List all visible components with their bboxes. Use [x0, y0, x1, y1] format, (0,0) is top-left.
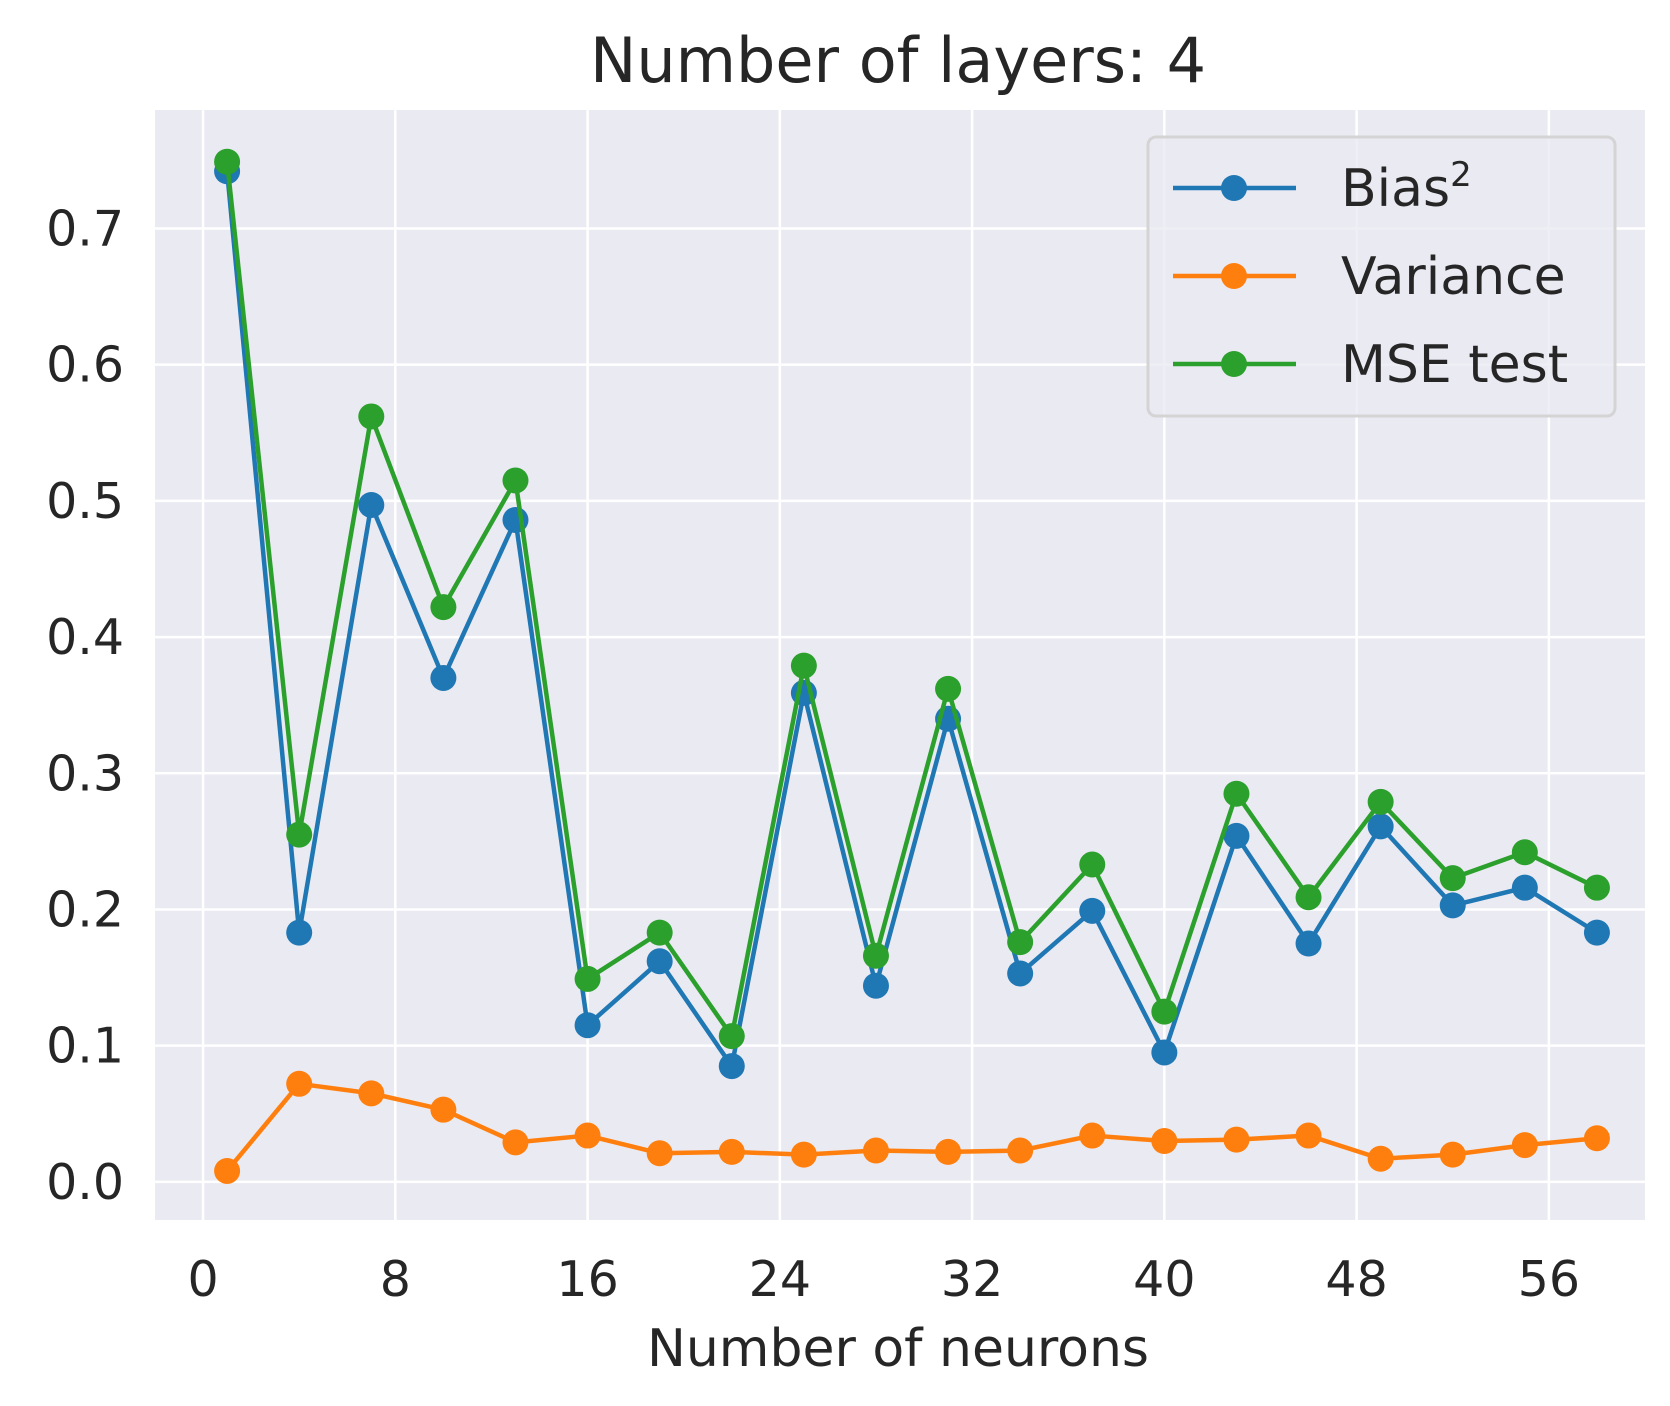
- x-tick-label: 24: [749, 1251, 811, 1308]
- data-point: [1079, 897, 1106, 924]
- data-point: [1367, 813, 1394, 840]
- data-point: [1367, 1145, 1394, 1172]
- data-point: [646, 948, 673, 975]
- data-point: [574, 1012, 601, 1039]
- data-point: [214, 1157, 241, 1184]
- data-point: [358, 403, 385, 430]
- data-point: [1295, 884, 1322, 911]
- y-tick-label: 0.3: [46, 745, 124, 802]
- x-tick-label: 8: [380, 1251, 411, 1308]
- series-2: [214, 148, 1610, 1050]
- data-point: [935, 1138, 962, 1165]
- data-point: [1295, 930, 1322, 957]
- data-point: [1439, 1141, 1466, 1168]
- x-tick-label: 0: [187, 1251, 218, 1308]
- y-tick-label: 0.6: [46, 337, 124, 394]
- legend-label: MSE test: [1341, 335, 1568, 395]
- series-0: [214, 158, 1610, 1080]
- data-point: [1079, 1122, 1106, 1149]
- x-tick-label: 48: [1325, 1251, 1387, 1308]
- data-point: [1151, 1039, 1178, 1066]
- data-point: [646, 919, 673, 946]
- data-point: [1583, 919, 1610, 946]
- data-point: [1151, 998, 1178, 1025]
- data-point: [1007, 1137, 1034, 1164]
- data-point: [790, 652, 817, 679]
- y-tick-label: 0.2: [46, 881, 124, 938]
- x-tick-label: 32: [941, 1251, 1003, 1308]
- data-point: [862, 942, 889, 969]
- x-tick-label: 56: [1518, 1251, 1580, 1308]
- data-point: [862, 972, 889, 999]
- data-point: [1223, 1126, 1250, 1153]
- data-point: [214, 148, 241, 175]
- legend-label: Variance: [1341, 247, 1566, 307]
- series-line: [224, 171, 1599, 1069]
- data-point: [574, 965, 601, 992]
- series-line: [224, 161, 1598, 1039]
- data-point: [1583, 1125, 1610, 1152]
- series-layer: [214, 148, 1610, 1184]
- data-point: [430, 664, 457, 691]
- y-tick-labels: 0.0 0.1 0.2 0.3 0.4 0.5 0.6 0.7: [46, 200, 124, 1210]
- data-point: [1511, 1132, 1538, 1159]
- data-point: [286, 821, 313, 848]
- data-point: [718, 1053, 745, 1080]
- data-point: [502, 467, 529, 494]
- data-point: [1295, 1122, 1322, 1149]
- data-point: [1151, 1128, 1178, 1155]
- y-tick-label: 0.0: [46, 1154, 124, 1211]
- data-point: [430, 1096, 457, 1123]
- x-axis-label: Number of neurons: [647, 1319, 1149, 1379]
- data-point: [1007, 960, 1034, 987]
- x-tick-labels: 0 8 16 24 32 40 48 56: [187, 1251, 1580, 1308]
- data-point: [1511, 839, 1538, 866]
- data-point: [1223, 822, 1250, 849]
- data-point: [1511, 874, 1538, 901]
- data-point: [1007, 929, 1034, 956]
- data-point: [502, 1129, 529, 1156]
- data-point: [1367, 788, 1394, 815]
- legend-box: [1146, 135, 1617, 418]
- data-point: [646, 1140, 673, 1167]
- legend-swatch-marker: [1221, 175, 1247, 201]
- y-tick-label: 0.4: [46, 609, 124, 666]
- data-point: [358, 1080, 385, 1107]
- legend-swatch-marker: [1221, 351, 1247, 377]
- data-point: [718, 1023, 745, 1050]
- legend-swatch-marker: [1221, 263, 1247, 289]
- data-point: [574, 1122, 601, 1149]
- y-tick-label: 0.1: [46, 1018, 124, 1075]
- data-point: [718, 1138, 745, 1165]
- data-point: [286, 919, 313, 946]
- data-point: [862, 1137, 889, 1164]
- legend: Bias2 Variance MSE test: [1146, 135, 1617, 418]
- data-point: [286, 1070, 313, 1097]
- legend-label: Bias2: [1341, 155, 1472, 219]
- data-point: [1439, 865, 1466, 892]
- y-tick-label: 0.5: [46, 473, 124, 530]
- data-point: [1439, 892, 1466, 919]
- data-point: [790, 1141, 817, 1168]
- x-tick-label: 16: [556, 1251, 618, 1308]
- series-1: [214, 1070, 1610, 1184]
- data-point: [1223, 780, 1250, 807]
- chart-title: Number of layers: 4: [590, 24, 1206, 97]
- data-point: [430, 594, 457, 621]
- data-point: [1079, 851, 1106, 878]
- data-point: [1583, 874, 1610, 901]
- data-point: [358, 491, 385, 518]
- y-tick-label: 0.7: [46, 200, 124, 257]
- x-tick-label: 40: [1133, 1251, 1195, 1308]
- data-point: [935, 675, 962, 702]
